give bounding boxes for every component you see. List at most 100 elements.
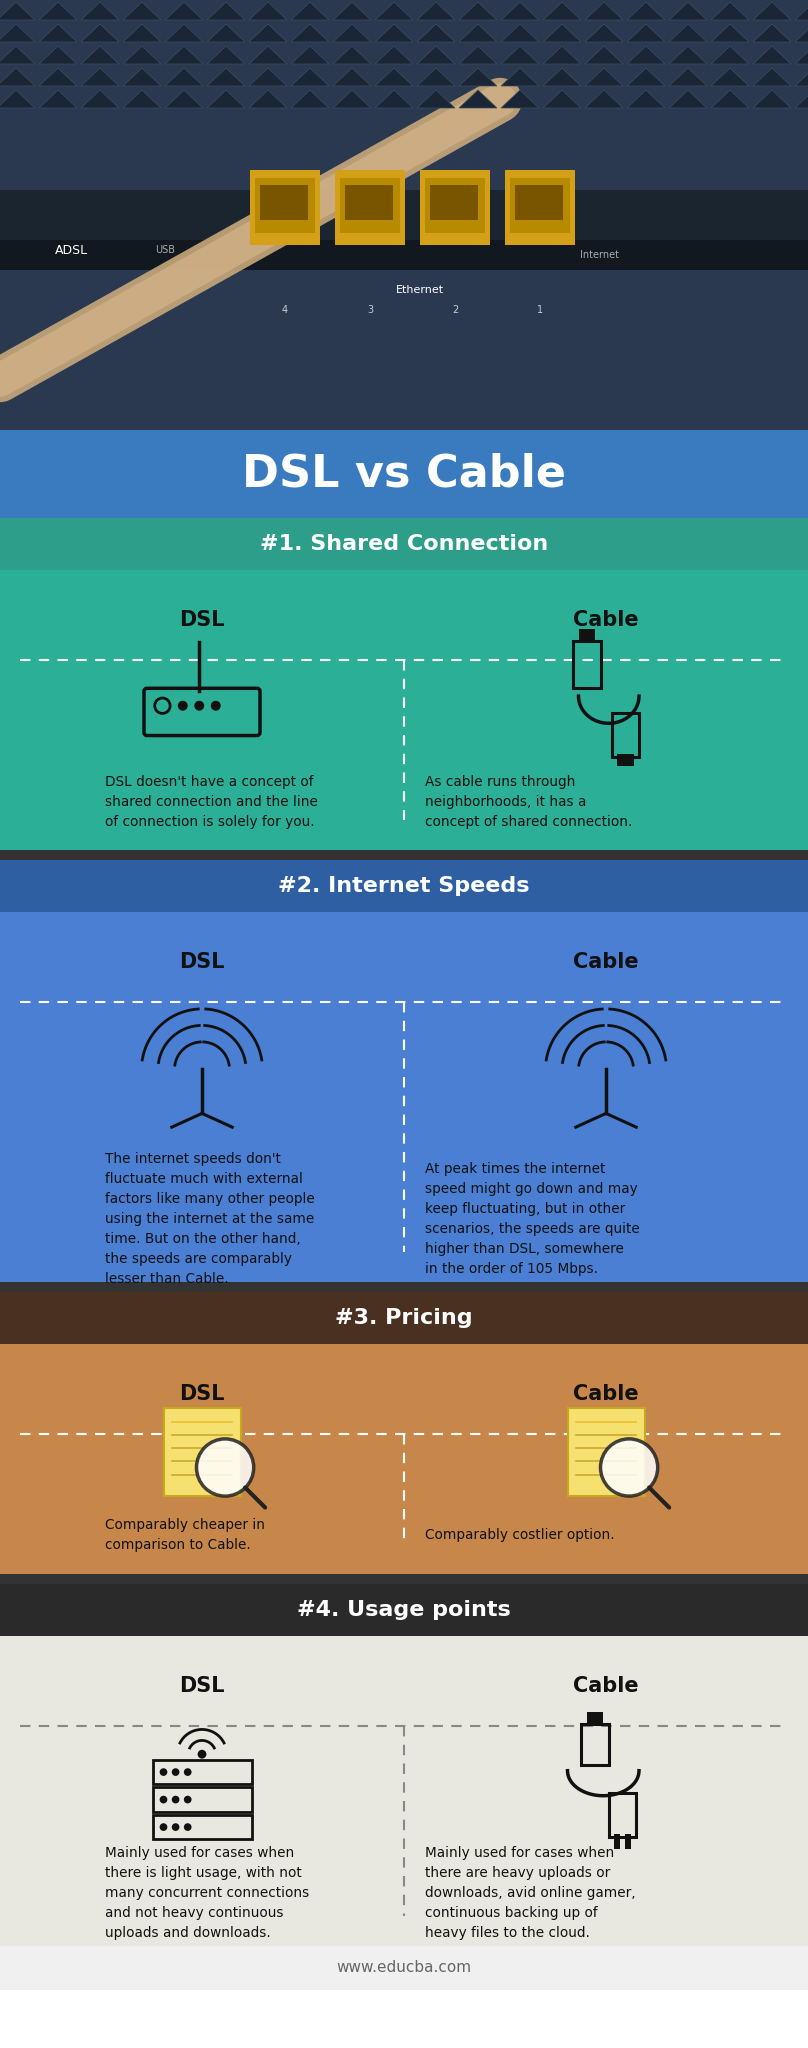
Text: #1. Shared Connection: #1. Shared Connection [260, 535, 548, 555]
Polygon shape [501, 45, 539, 63]
Text: 2: 2 [452, 305, 458, 315]
Polygon shape [711, 90, 749, 109]
Polygon shape [291, 45, 329, 63]
Polygon shape [669, 25, 707, 43]
Circle shape [172, 1796, 179, 1804]
Text: The internet speeds don't
fluctuate much with external
factors like many other p: The internet speeds don't fluctuate much… [105, 1151, 315, 1286]
Bar [153, 1788, 251, 1812]
Polygon shape [123, 2, 161, 20]
Polygon shape [165, 25, 203, 43]
Polygon shape [459, 68, 497, 86]
Bar [0, 1292, 808, 1343]
Polygon shape [501, 2, 539, 20]
Polygon shape [459, 45, 497, 63]
Polygon shape [459, 2, 497, 20]
Polygon shape [459, 90, 497, 109]
Text: Comparably costlier option.: Comparably costlier option. [425, 1528, 615, 1542]
Bar [0, 1946, 808, 1991]
Polygon shape [0, 2, 35, 20]
Polygon shape [795, 25, 808, 43]
Polygon shape [543, 90, 581, 109]
Text: Cable: Cable [573, 1675, 639, 1696]
Text: DSL doesn't have a concept of
shared connection and the line
of connection is so: DSL doesn't have a concept of shared con… [105, 776, 318, 829]
Polygon shape [795, 68, 808, 86]
Bar [0, 911, 808, 1282]
Polygon shape [753, 90, 791, 109]
Polygon shape [207, 90, 245, 109]
Polygon shape [291, 25, 329, 43]
Polygon shape [543, 45, 581, 63]
Polygon shape [417, 25, 455, 43]
Bar [581, 1724, 608, 1765]
Polygon shape [711, 68, 749, 86]
Text: Cable: Cable [573, 610, 639, 631]
Polygon shape [753, 68, 791, 86]
Circle shape [196, 1440, 254, 1497]
Text: At peak times the internet
speed might go down and may
keep fluctuating, but in : At peak times the internet speed might g… [425, 1161, 640, 1276]
Text: DSL: DSL [179, 952, 225, 973]
Text: #4. Usage points: #4. Usage points [297, 1599, 511, 1620]
Bar [567, 1409, 645, 1497]
Bar [255, 178, 315, 233]
Polygon shape [291, 2, 329, 20]
Bar [0, 1343, 808, 1575]
Polygon shape [249, 90, 287, 109]
Polygon shape [333, 2, 371, 20]
Polygon shape [249, 2, 287, 20]
Text: #3. Pricing: #3. Pricing [335, 1309, 473, 1327]
Bar [0, 1583, 808, 1636]
Polygon shape [585, 2, 623, 20]
Bar [0, 850, 808, 860]
Bar [587, 1712, 604, 1724]
Polygon shape [123, 68, 161, 86]
Polygon shape [795, 2, 808, 20]
Circle shape [160, 1823, 167, 1831]
Text: Mainly used for cases when
there are heavy uploads or
downloads, avid online gam: Mainly used for cases when there are hea… [425, 1845, 636, 1939]
Polygon shape [627, 45, 665, 63]
Polygon shape [207, 25, 245, 43]
Polygon shape [39, 45, 77, 63]
Bar [0, 1575, 808, 1583]
Bar [0, 0, 808, 430]
Bar [0, 1636, 808, 1946]
Polygon shape [207, 68, 245, 86]
Text: www.educba.com: www.educba.com [336, 1960, 472, 1976]
Polygon shape [123, 25, 161, 43]
Polygon shape [207, 2, 245, 20]
Polygon shape [81, 2, 119, 20]
Polygon shape [669, 90, 707, 109]
Bar [430, 184, 478, 219]
Polygon shape [291, 68, 329, 86]
Text: DSL: DSL [179, 1384, 225, 1405]
Polygon shape [81, 68, 119, 86]
Circle shape [194, 700, 204, 711]
Polygon shape [501, 25, 539, 43]
Polygon shape [669, 68, 707, 86]
Text: Cable: Cable [573, 952, 639, 973]
Bar [0, 860, 808, 911]
Polygon shape [795, 90, 808, 109]
Text: Comparably cheaper in
comparison to Cable.: Comparably cheaper in comparison to Cabl… [105, 1518, 265, 1552]
Bar [505, 170, 575, 246]
Polygon shape [249, 45, 287, 63]
Circle shape [184, 1796, 191, 1804]
Polygon shape [753, 45, 791, 63]
Bar [163, 1409, 241, 1497]
Polygon shape [81, 45, 119, 63]
Bar [573, 641, 600, 688]
Polygon shape [627, 90, 665, 109]
Polygon shape [459, 25, 497, 43]
Polygon shape [417, 45, 455, 63]
Text: DSL vs Cable: DSL vs Cable [242, 453, 566, 496]
Circle shape [198, 1749, 206, 1759]
Circle shape [178, 700, 187, 711]
Polygon shape [0, 45, 35, 63]
Text: ADSL: ADSL [55, 244, 88, 256]
Bar [0, 1282, 808, 1292]
Bar [0, 190, 808, 270]
Polygon shape [81, 90, 119, 109]
Polygon shape [375, 45, 413, 63]
Bar [0, 430, 808, 518]
Text: DSL: DSL [179, 1675, 225, 1696]
Text: 3: 3 [367, 305, 373, 315]
